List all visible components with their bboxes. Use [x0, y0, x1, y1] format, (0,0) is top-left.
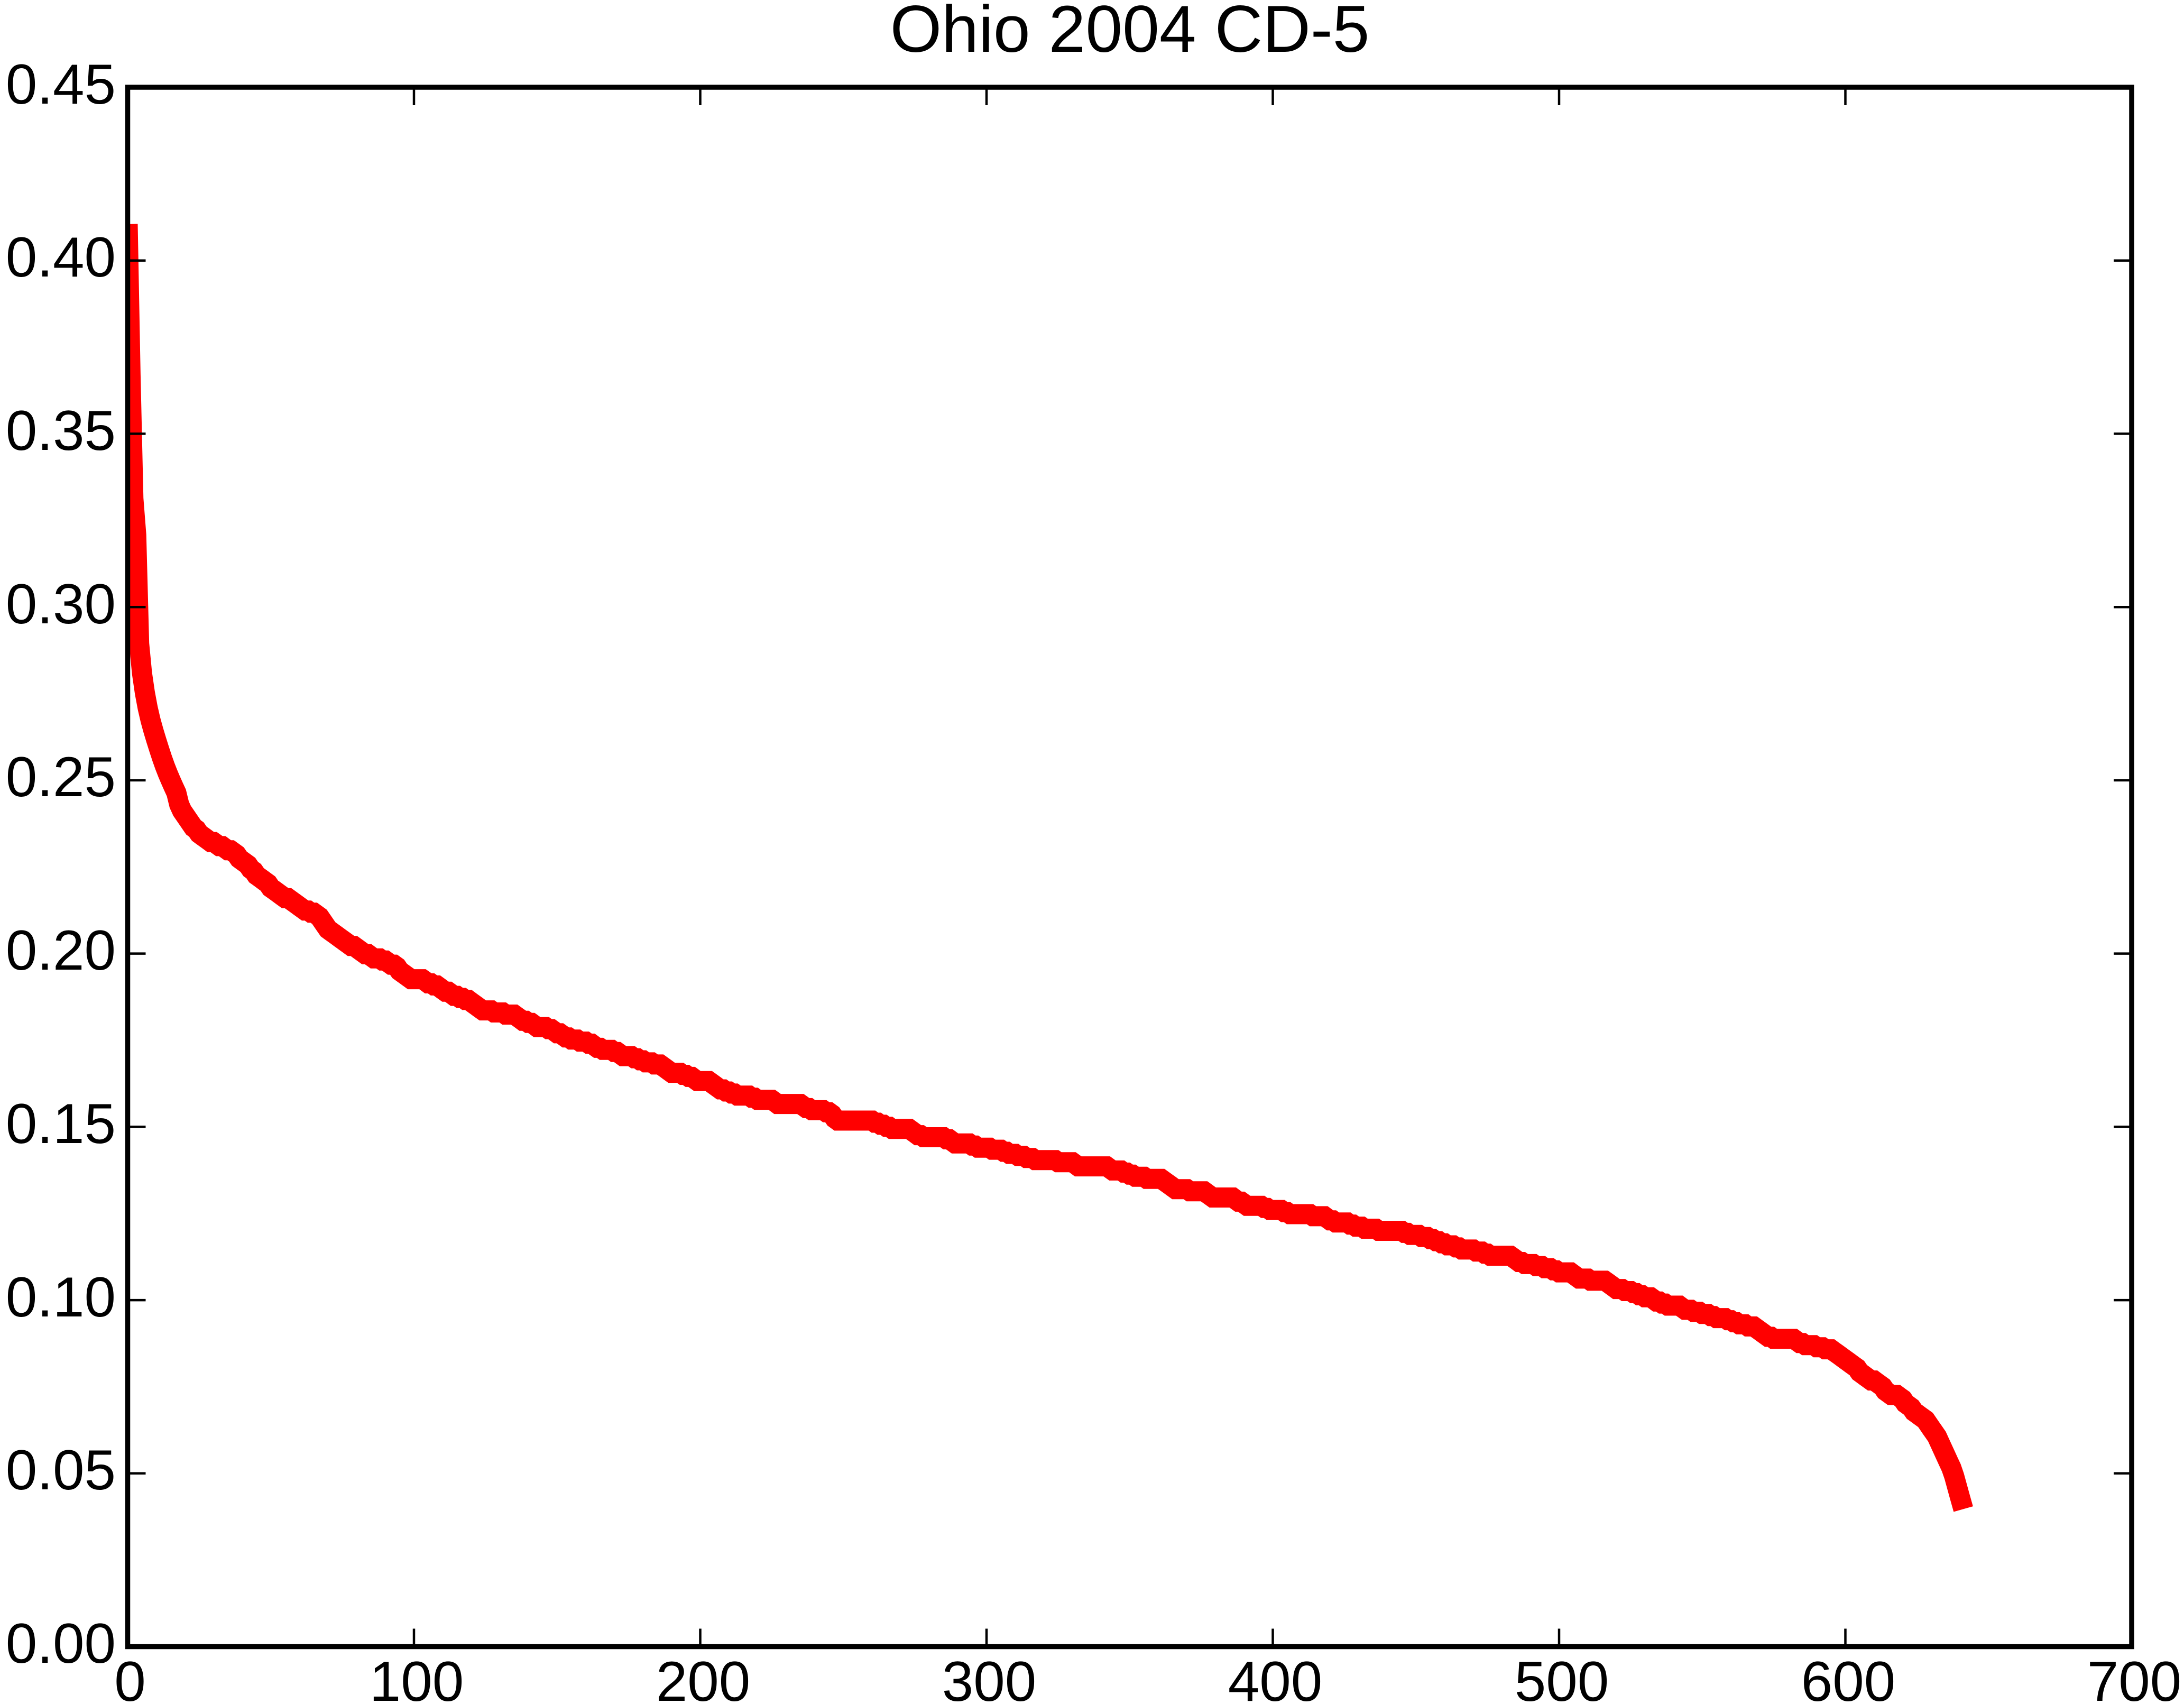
svg-text:0.45: 0.45 [6, 52, 116, 116]
svg-text:200: 200 [656, 1650, 751, 1704]
svg-text:100: 100 [370, 1650, 464, 1704]
svg-text:0.35: 0.35 [6, 399, 116, 462]
svg-text:0.05: 0.05 [6, 1438, 116, 1502]
svg-text:600: 600 [1801, 1650, 1896, 1704]
svg-text:500: 500 [1515, 1650, 1609, 1704]
svg-text:400: 400 [1228, 1650, 1323, 1704]
svg-text:0.00: 0.00 [6, 1611, 116, 1675]
svg-text:300: 300 [942, 1650, 1037, 1704]
svg-text:0: 0 [114, 1650, 146, 1704]
svg-text:Ohio 2004 CD-5: Ohio 2004 CD-5 [890, 0, 1370, 66]
svg-text:0.20: 0.20 [6, 918, 116, 982]
svg-text:0.40: 0.40 [6, 225, 116, 289]
svg-text:700: 700 [2087, 1650, 2182, 1704]
svg-text:0.30: 0.30 [6, 572, 116, 635]
svg-text:0.15: 0.15 [6, 1092, 116, 1155]
svg-text:0.10: 0.10 [6, 1265, 116, 1329]
svg-text:0.25: 0.25 [6, 745, 116, 808]
